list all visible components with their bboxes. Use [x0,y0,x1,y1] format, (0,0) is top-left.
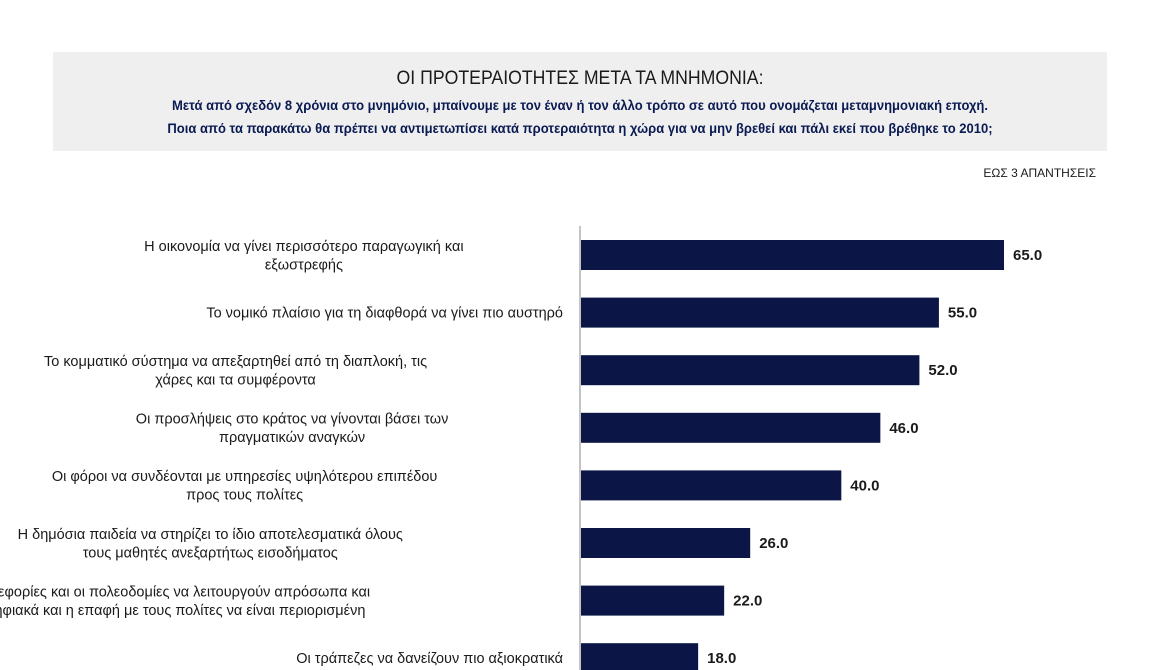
value-labels-group: 65.0 55.0 52.0 46.0 40.0 26.0 22.0 18.0 [707,247,1042,667]
category-label-line: προς τους πολίτες [186,488,303,504]
chart-subtitle-line1: Μετά από σχεδόν 8 χρόνια στο μνημόνιο, μ… [171,97,989,113]
category-label-6: Η δημόσια παιδεία να στηρίζει το ίδιο απ… [18,527,403,562]
category-label-3: Το κομματικό σύστημα να απεξαρτηθεί από … [44,354,427,389]
value-label-4: 46.0 [889,420,918,437]
category-label-line: Η οικονομία να γίνει περισσότερο παραγωγ… [144,239,463,255]
bar-8 [581,643,699,670]
category-label-line: Οι προσλήψεις στο κράτος να γίνονται βάσ… [136,412,449,428]
category-label-line: Οι εφορίες και οι πολεοδομίες να λειτουρ… [0,584,370,600]
category-label-line: πραγματικών αναγκών [219,430,365,446]
value-label-2: 55.0 [948,305,977,322]
category-label-2: Το νομικό πλαίσιο για τη διαφθορά να γίν… [206,306,563,322]
header-panel: ΟΙ ΠΡΟΤΕΡΑΙΟΤΗΤΕΣ ΜΕΤΑ ΤΑ ΜΝΗΜΟΝΙΑ: Μετά… [53,52,1107,151]
category-label-line: Το κομματικό σύστημα να απεξαρτηθεί από … [44,354,427,370]
bar-2 [581,297,939,328]
bar-4 [581,412,881,443]
category-label-line: Το νομικό πλαίσιο για τη διαφθορά να γίν… [206,306,563,322]
category-label-line: Η δημόσια παιδεία να στηρίζει το ίδιο απ… [18,527,403,543]
bar-5 [581,470,842,501]
answer-note: ΕΩΣ 3 ΑΠΑΝΤΗΣΕΙΣ [983,166,1096,180]
category-label-line: χάρες και τα συμφέροντα [155,372,316,388]
bar-3 [581,355,920,386]
category-label-line: Οι φόροι να συνδέονται με υπηρεσίες υψηλ… [52,469,438,485]
chart-subtitle-line2: Ποια από τα παρακάτω θα πρέπει να αντιμε… [167,120,993,136]
bar-1 [581,240,1004,270]
category-label-line: τους μαθητές ανεξαρτήτως εισοδήματος [83,545,338,561]
category-labels-group: Η οικονομία να γίνει περισσότερο παραγωγ… [0,239,563,667]
value-label-1: 65.0 [1013,247,1042,264]
value-label-8: 18.0 [707,650,736,667]
category-label-line: εξωστρεφής [265,257,343,273]
bar-6 [581,528,751,558]
value-label-3: 52.0 [928,362,957,379]
category-label-line: ψηφιακά και η επαφή με τους πολίτες να ε… [0,603,365,619]
category-label-line: Οι τράπεζες να δανείζουν πιο αξιοκρατικά [296,651,563,667]
category-label-7: Οι εφορίες και οι πολεοδομίες να λειτουρ… [0,584,370,619]
bars-group [581,240,1004,670]
value-label-7: 22.0 [733,593,762,610]
bar-7 [581,585,725,616]
chart-title: ΟΙ ΠΡΟΤΕΡΑΙΟΤΗΤΕΣ ΜΕΤΑ ΤΑ ΜΝΗΜΟΝΙΑ: [396,68,764,89]
category-label-5: Οι φόροι να συνδέονται με υπηρεσίες υψηλ… [52,469,438,504]
value-label-6: 26.0 [759,535,788,552]
value-label-5: 40.0 [850,477,879,494]
category-label-1: Η οικονομία να γίνει περισσότερο παραγωγ… [144,239,463,274]
category-label-8: Οι τράπεζες να δανείζουν πιο αξιοκρατικά [296,651,563,667]
category-label-4: Οι προσλήψεις στο κράτος να γίνονται βάσ… [136,412,449,447]
